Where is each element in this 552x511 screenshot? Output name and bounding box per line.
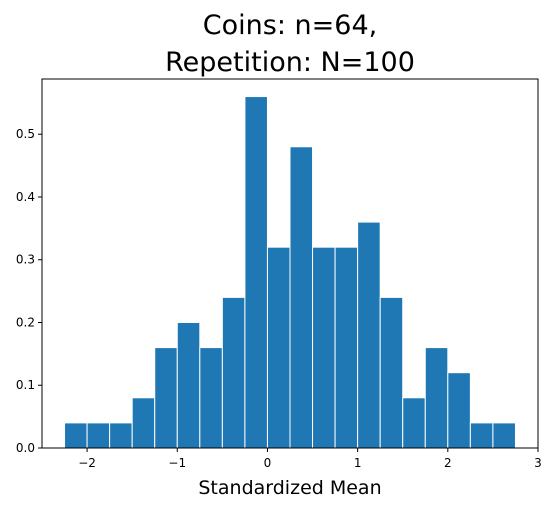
- histogram-bar: [244, 96, 268, 449]
- y-tick-label: 0.1: [16, 378, 35, 392]
- histogram-bar: [109, 422, 133, 449]
- histogram-bar: [199, 347, 223, 449]
- x-axis-ticks: −2 −1 0 1 2 3: [78, 448, 542, 470]
- histogram-bar: [86, 422, 111, 449]
- x-tick-label: 2: [444, 456, 452, 470]
- histogram-bar: [64, 422, 88, 449]
- histogram-bar: [154, 347, 178, 449]
- x-tick-label: 0: [264, 456, 272, 470]
- x-axis-label: Standardized Mean: [198, 477, 381, 499]
- y-tick-label: 0.0: [16, 441, 35, 455]
- histogram-bar: [131, 397, 156, 449]
- histogram-bar: [447, 372, 471, 449]
- histogram-bar: [312, 246, 336, 449]
- x-tick-label: −2: [78, 456, 96, 470]
- histogram-bar: [469, 422, 494, 449]
- histogram-bar: [176, 321, 201, 449]
- y-tick-label: 0.4: [16, 190, 35, 204]
- x-tick-label: −1: [168, 456, 186, 470]
- bars-group: [64, 96, 516, 449]
- plot-frame: [41, 78, 539, 449]
- histogram-bar: [492, 422, 516, 449]
- chart-title-line-1: Coins: n=64,: [203, 10, 377, 41]
- x-tick-label: 1: [354, 456, 362, 470]
- chart-title-line-2: Repetition: N=100: [165, 47, 415, 78]
- y-tick-label: 0.2: [16, 315, 35, 329]
- histogram-bar: [289, 146, 314, 449]
- y-axis-ticks: 0.0 0.1 0.2 0.3 0.4 0.5: [16, 127, 42, 455]
- histogram-bar: [221, 296, 246, 449]
- histogram-bar: [334, 246, 359, 449]
- histogram-bar: [357, 221, 381, 449]
- histogram-bar: [424, 347, 449, 449]
- histogram-bar: [266, 246, 291, 449]
- y-tick-label: 0.5: [16, 127, 35, 141]
- x-tick-label: 3: [534, 456, 542, 470]
- histogram-bar: [379, 296, 404, 449]
- y-tick-label: 0.3: [16, 253, 35, 267]
- histogram-bar: [402, 397, 426, 449]
